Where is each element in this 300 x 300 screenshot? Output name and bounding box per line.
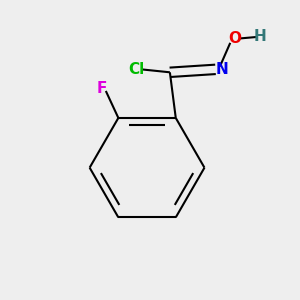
Text: H: H (253, 29, 266, 44)
Text: O: O (228, 31, 241, 46)
Text: Cl: Cl (128, 62, 144, 77)
Text: F: F (96, 81, 106, 96)
Text: N: N (216, 62, 228, 77)
